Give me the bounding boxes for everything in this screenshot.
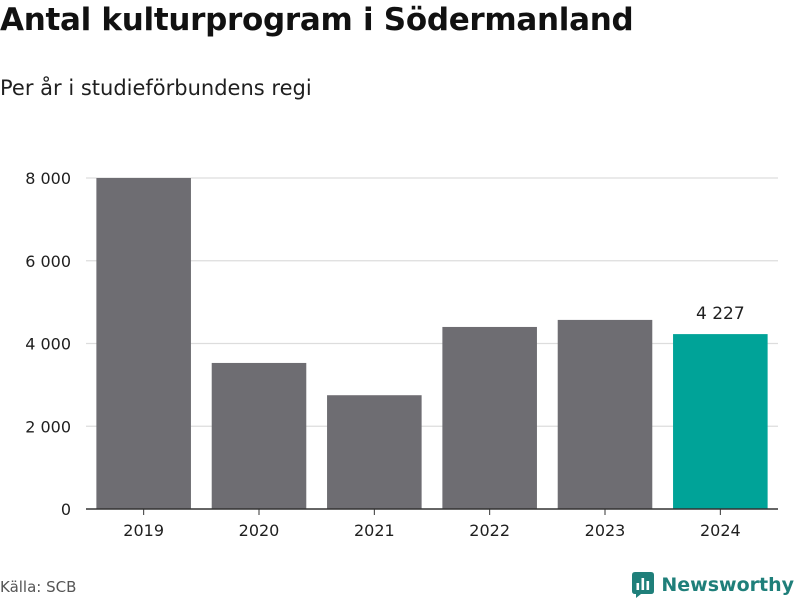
y-tick-label: 4 000 [25, 335, 71, 354]
chart-title: Antal kulturprogram i Södermanland [0, 2, 634, 38]
y-tick-label: 8 000 [25, 169, 71, 188]
brand-name: Newsworthy [661, 574, 794, 596]
newsworthy-logo-icon [632, 572, 655, 598]
chart-subtitle: Per år i studieförbundens regi [0, 76, 312, 100]
x-tick-label: 2019 [123, 521, 164, 540]
y-tick-label: 2 000 [25, 417, 71, 436]
y-tick-label: 6 000 [25, 252, 71, 271]
x-tick-label: 2022 [469, 521, 510, 540]
source-note: Källa: SCB [0, 578, 77, 596]
bar-chart: 0 2 000 4 000 6 000 8 000 2019 2020 2021 2022 202… [25, 169, 778, 540]
bars [96, 178, 768, 509]
x-tick-label: 2023 [585, 521, 626, 540]
data-label: 4 227 [696, 304, 745, 324]
bar-2023 [557, 319, 653, 509]
bar-2019 [96, 178, 191, 509]
bar-2020 [211, 362, 307, 509]
gridlines [86, 177, 778, 427]
bar-2021 [327, 395, 422, 509]
x-tick-label: 2020 [239, 521, 280, 540]
bar-2024 [673, 334, 768, 509]
axes [86, 508, 778, 515]
y-tick-label: 0 [61, 500, 71, 519]
brand-logo-group: Newsworthy [632, 570, 794, 600]
x-tick-label: 2024 [700, 521, 741, 540]
bar-2022 [442, 326, 537, 509]
x-tick-label: 2021 [354, 521, 395, 540]
labels: 0 2 000 4 000 6 000 8 000 2019 2020 2021 2022 202… [25, 169, 744, 540]
